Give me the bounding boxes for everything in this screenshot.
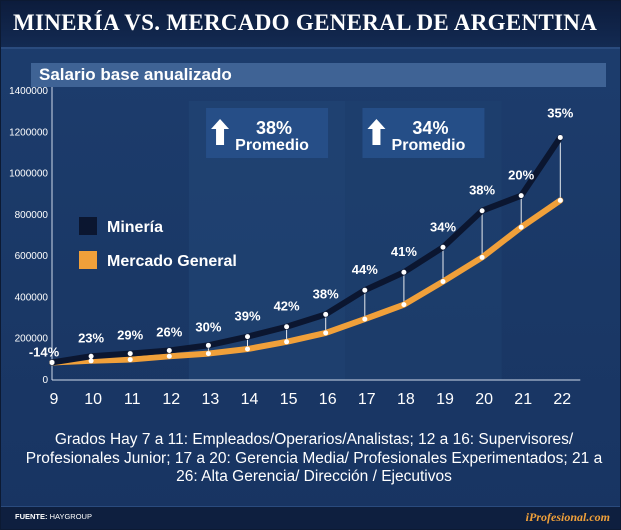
x-tick-label: 22: [553, 391, 571, 408]
legend-label: Mercado General: [107, 253, 237, 270]
point-label: 38%: [469, 183, 495, 198]
x-tick-label: 14: [241, 391, 259, 408]
up-arrow-icon: [367, 119, 386, 145]
legend-swatch: [79, 251, 97, 269]
annotation-label: Promedio: [235, 137, 309, 154]
point-mineria: [88, 353, 94, 359]
point-label: 39%: [234, 309, 260, 324]
x-tick-label: 21: [514, 391, 532, 408]
point-mercado-general: [245, 346, 250, 352]
point-mineria: [127, 351, 133, 357]
point-mercado-general: [166, 353, 172, 359]
footer-bar: FUENTE: HAYGROUP iProfesional.com: [1, 506, 620, 529]
point-mineria: [49, 359, 55, 365]
y-tick-label: 200000: [15, 334, 49, 345]
annotation-percent: 38%: [256, 118, 292, 138]
x-tick-label: 12: [162, 391, 180, 408]
axes: 0 200000 400000 600000 800000 1000000 1200000 1…: [9, 86, 581, 408]
point-label: 42%: [274, 299, 300, 314]
up-arrow-icon: [211, 119, 230, 145]
legend-label: Minería: [107, 219, 163, 236]
point-label: 44%: [352, 262, 378, 277]
point-mineria: [557, 134, 563, 140]
point-mercado-general: [518, 224, 524, 230]
legend-swatch: [79, 217, 97, 235]
point-mercado-general: [323, 330, 329, 336]
x-tick-label: 9: [50, 391, 59, 408]
point-label: 38%: [313, 286, 339, 301]
point-mercado-general: [401, 302, 407, 308]
point-mineria: [205, 342, 211, 348]
point-labels: -14% 23% 29% 26% 30% 39% 42% 38% 44% 41% 34% 38% 20%…: [29, 105, 574, 359]
point-label: 26%: [156, 324, 182, 339]
annotation-box: [206, 108, 329, 158]
point-mercado-general: [88, 358, 94, 364]
point-mercado-general: [557, 197, 563, 203]
y-tick-label: 800000: [15, 210, 49, 221]
point-mineria: [323, 311, 329, 317]
y-tick-label: 1200000: [9, 127, 48, 138]
point-label: 23%: [78, 330, 104, 345]
point-mercado-general: [127, 357, 133, 363]
brand-logo: iProfesional.com: [525, 510, 610, 524]
point-mineria: [166, 347, 172, 353]
subtitle-band: Salario base anualizado: [31, 63, 606, 87]
point-mercado-general: [284, 339, 290, 345]
x-tick-label: 16: [319, 391, 337, 408]
point-label: -14%: [29, 344, 60, 359]
point-label: 20%: [508, 168, 534, 183]
source-note: FUENTE: HAYGROUP: [15, 512, 92, 521]
x-tick-label: 20: [475, 391, 493, 408]
point-mercado-general: [440, 279, 446, 285]
x-tick-label: 18: [397, 391, 415, 408]
series-line-mineria: [49, 134, 564, 366]
point-mineria: [479, 208, 485, 214]
point-mineria: [362, 287, 368, 293]
line-chart: 0 200000 400000 600000 800000 1000000 1200000 1…: [9, 86, 581, 408]
point-mineria: [401, 269, 407, 275]
footnote: Grados Hay 7 a 11: Empleados/Operarios/A…: [25, 431, 603, 485]
point-mineria: [245, 334, 250, 340]
point-mineria: [440, 244, 446, 250]
annotation-box: [362, 108, 485, 158]
y-tick-label: 0: [42, 375, 48, 386]
y-tick-label: 1000000: [9, 169, 48, 180]
point-mercado-general: [205, 351, 211, 357]
x-tick-label: 15: [280, 391, 298, 408]
chart-subtitle: Salario base anualizado: [39, 65, 232, 84]
x-tick-label: 19: [436, 391, 454, 408]
x-tick-label: 10: [84, 391, 102, 408]
point-label: 29%: [117, 328, 143, 343]
x-tick-label: 17: [358, 391, 376, 408]
y-tick-label: 1400000: [9, 86, 48, 97]
annotation-percent: 34%: [412, 118, 448, 138]
point-mercado-general: [479, 254, 485, 260]
legend: Minería Mercado General: [79, 217, 237, 270]
title-bar: MINERÍA VS. MERCADO GENERAL DE ARGENTINA: [1, 1, 620, 49]
point-label: 41%: [391, 244, 417, 259]
point-mercado-general: [362, 316, 368, 322]
point-label: 35%: [547, 105, 573, 120]
y-tick-label: 400000: [15, 292, 49, 303]
point-mineria: [284, 324, 290, 330]
chart-title: MINERÍA VS. MERCADO GENERAL DE ARGENTINA: [13, 10, 598, 35]
x-tick-label: 11: [124, 391, 141, 408]
series-line-mercado-general: [49, 197, 564, 366]
source-label: FUENTE:: [15, 512, 48, 521]
point-mineria: [518, 193, 524, 199]
point-label: 34%: [430, 219, 456, 234]
series-lines: [49, 134, 564, 366]
point-label: 30%: [195, 319, 221, 334]
x-tick-label: 13: [202, 391, 220, 408]
source-value: HAYGROUP: [49, 512, 92, 521]
annotation-label: Promedio: [392, 137, 466, 154]
y-tick-label: 600000: [15, 251, 49, 262]
